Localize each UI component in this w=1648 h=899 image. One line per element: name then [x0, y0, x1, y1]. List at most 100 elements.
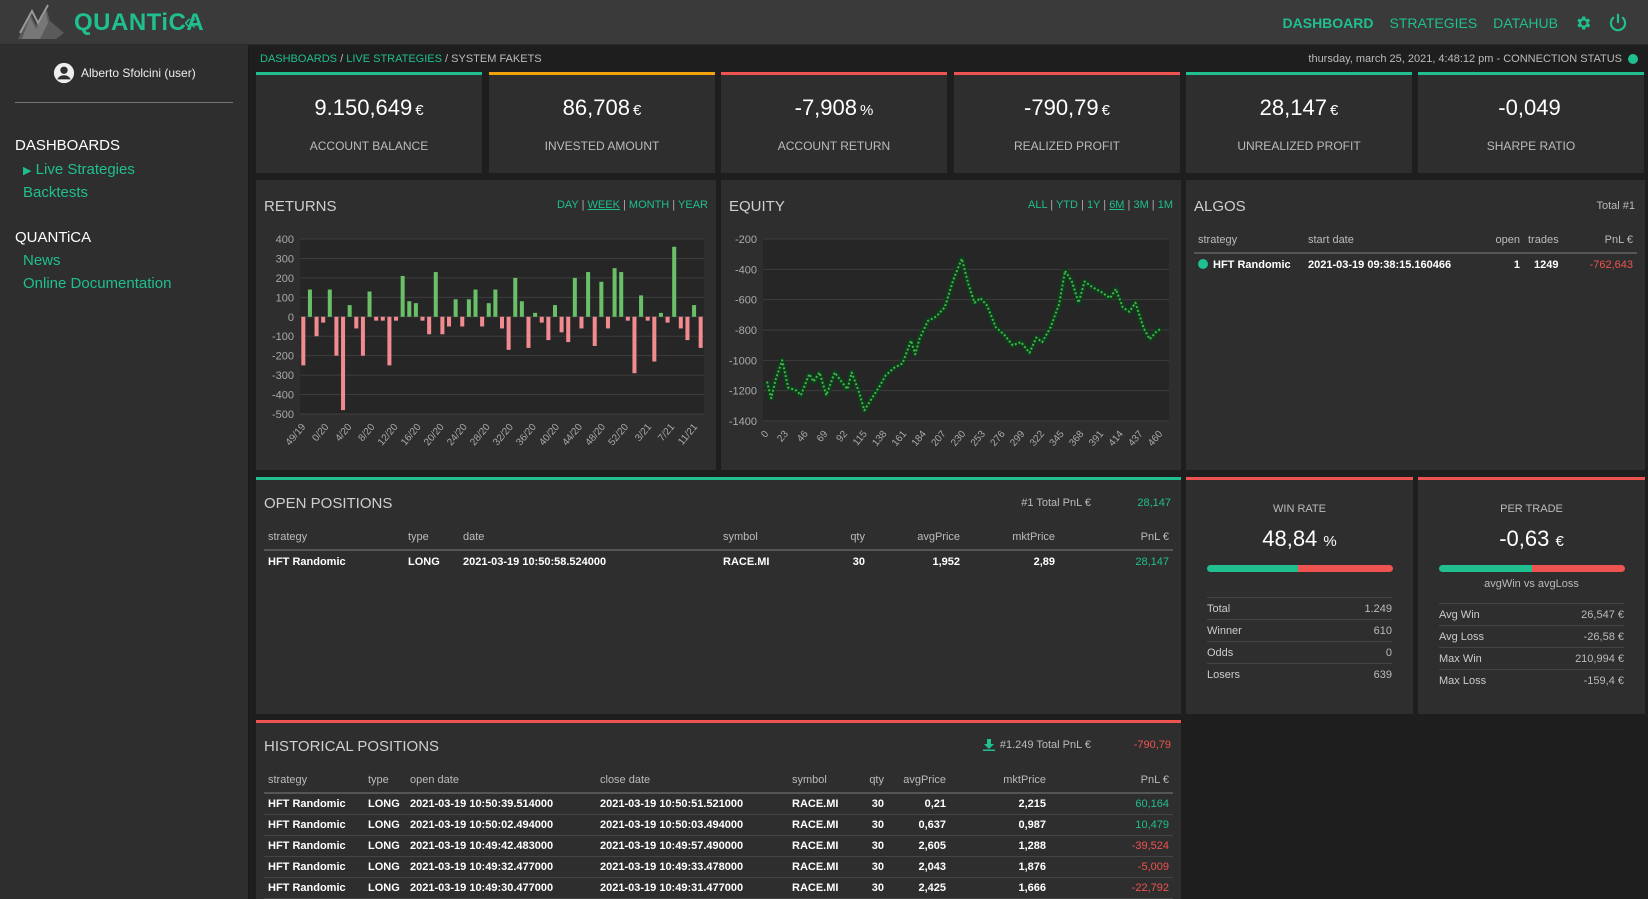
return-bar[interactable] [685, 316, 690, 341]
col-strategy[interactable]: strategy [1194, 227, 1304, 254]
return-bar[interactable] [652, 316, 657, 362]
return-bar[interactable] [519, 301, 524, 317]
return-bar[interactable] [639, 295, 644, 317]
return-bar[interactable] [486, 303, 491, 317]
return-bar[interactable] [513, 277, 518, 317]
table-row[interactable]: HFT Randomic LONG 2021-03-19 10:50:39.5140… [264, 793, 1173, 815]
equity-line[interactable] [766, 257, 1163, 412]
col-avgprice[interactable]: avgPrice [888, 767, 950, 794]
download-icon[interactable] [982, 739, 995, 751]
return-bar[interactable] [307, 289, 312, 317]
return-bar[interactable] [440, 316, 445, 335]
return-bar[interactable] [327, 289, 332, 317]
return-bar[interactable] [433, 272, 438, 317]
nav-datahub[interactable]: DATAHUB [1493, 14, 1558, 31]
return-bar[interactable] [334, 316, 339, 356]
return-bar[interactable] [460, 316, 465, 327]
return-bar[interactable] [314, 316, 319, 337]
col-pnl[interactable]: PnL € [1050, 767, 1173, 794]
col-symbol[interactable]: symbol [788, 767, 850, 794]
col-qty[interactable]: qty [850, 767, 888, 794]
return-bar[interactable] [493, 289, 498, 317]
return-bar[interactable] [499, 316, 505, 329]
return-bar[interactable] [427, 316, 432, 335]
return-bar[interactable] [453, 299, 458, 317]
quantica-logo-icon[interactable] [16, 3, 66, 41]
col-symbol[interactable]: symbol [719, 524, 819, 551]
return-bar[interactable] [420, 316, 425, 321]
return-bar[interactable] [367, 291, 372, 317]
range-1m[interactable]: 1M [1157, 199, 1173, 211]
col-pnl[interactable]: PnL € [1574, 227, 1637, 254]
table-row[interactable]: HFT Randomic 2021-03-19 09:38:15.160466 … [1194, 253, 1637, 275]
range-1y[interactable]: 1Y [1086, 199, 1101, 211]
brand-title[interactable]: QUANTiCA [74, 9, 205, 36]
col-type[interactable]: type [404, 524, 459, 551]
return-bar[interactable] [533, 312, 538, 317]
return-bar[interactable] [466, 299, 471, 317]
sidebar-item-news[interactable]: News [23, 252, 61, 269]
return-bar[interactable] [354, 316, 359, 329]
return-bar[interactable] [473, 289, 478, 317]
return-bar[interactable] [539, 316, 544, 323]
return-bar[interactable] [413, 303, 418, 317]
return-bar[interactable] [592, 316, 597, 346]
user-profile[interactable]: Alberto Sfolcini (user) [53, 62, 196, 84]
power-icon[interactable] [1608, 13, 1628, 33]
return-bar[interactable] [586, 272, 591, 317]
return-bar[interactable] [698, 316, 703, 348]
return-bar[interactable] [645, 316, 650, 321]
return-bar[interactable] [380, 316, 385, 321]
col-start-date[interactable]: start date [1304, 227, 1484, 254]
return-bar[interactable] [599, 281, 604, 317]
sidebar-item-online-documentation[interactable]: Online Documentation [23, 275, 172, 292]
return-bar[interactable] [619, 272, 624, 317]
return-bar[interactable] [552, 305, 557, 317]
return-bar[interactable] [526, 316, 531, 348]
return-bar[interactable] [678, 316, 683, 329]
col-type[interactable]: type [364, 767, 406, 794]
return-bar[interactable] [672, 246, 677, 317]
collapse-sidebar-icon[interactable]: « [184, 9, 197, 34]
col-open[interactable]: open [1484, 227, 1524, 254]
col-trades[interactable]: trades [1524, 227, 1574, 254]
return-bar[interactable] [692, 305, 697, 317]
range-month[interactable]: MONTH [628, 199, 670, 211]
return-bar[interactable] [566, 316, 571, 343]
col-mktprice[interactable]: mktPrice [950, 767, 1050, 794]
return-bar[interactable] [360, 316, 365, 356]
col-close-date[interactable]: close date [596, 767, 788, 794]
sidebar-item-backtests[interactable]: Backtests [23, 184, 89, 201]
return-bar[interactable] [579, 316, 584, 329]
return-bar[interactable] [559, 316, 564, 333]
col-qty[interactable]: qty [819, 524, 869, 551]
table-row[interactable]: HFT Randomic LONG 2021-03-19 10:49:30.4770… [264, 877, 1173, 899]
return-bar[interactable] [374, 316, 379, 321]
range-all[interactable]: ALL [1028, 199, 1048, 211]
return-bar[interactable] [658, 312, 663, 317]
table-row[interactable]: HFT Randomic LONG 2021-03-19 10:49:32.4770… [264, 856, 1173, 878]
return-bar[interactable] [632, 316, 637, 374]
table-row[interactable]: HFT Randomic LONG 2021-03-19 10:50:58.5240… [264, 550, 1173, 572]
return-bar[interactable] [321, 316, 326, 323]
range-year[interactable]: YEAR [678, 199, 708, 211]
breadcrumb-live-strategies[interactable]: LIVE STRATEGIES [346, 53, 442, 65]
table-row[interactable]: HFT Randomic LONG 2021-03-19 10:50:02.4940… [264, 814, 1173, 836]
return-bar[interactable] [407, 301, 412, 317]
return-bar[interactable] [546, 316, 551, 341]
return-bar[interactable] [447, 316, 452, 327]
return-bar[interactable] [394, 316, 399, 321]
sidebar-item-live-strategies[interactable]: ▶ Live Strategies [23, 161, 135, 178]
return-bar[interactable] [387, 316, 392, 366]
return-bar[interactable] [341, 316, 346, 411]
col-pnl[interactable]: PnL € [1059, 524, 1173, 551]
col-mktprice[interactable]: mktPrice [964, 524, 1059, 551]
breadcrumb-dashboards[interactable]: DASHBOARDS [260, 53, 338, 65]
return-bar[interactable] [605, 316, 610, 329]
nav-dashboard[interactable]: DASHBOARD [1282, 14, 1374, 31]
return-bar[interactable] [625, 316, 630, 321]
range-3m[interactable]: 3M [1133, 199, 1149, 211]
table-row[interactable]: HFT Randomic LONG 2021-03-19 10:49:42.4830… [264, 835, 1173, 857]
range-day[interactable]: DAY [556, 199, 579, 211]
col-date[interactable]: date [459, 524, 719, 551]
